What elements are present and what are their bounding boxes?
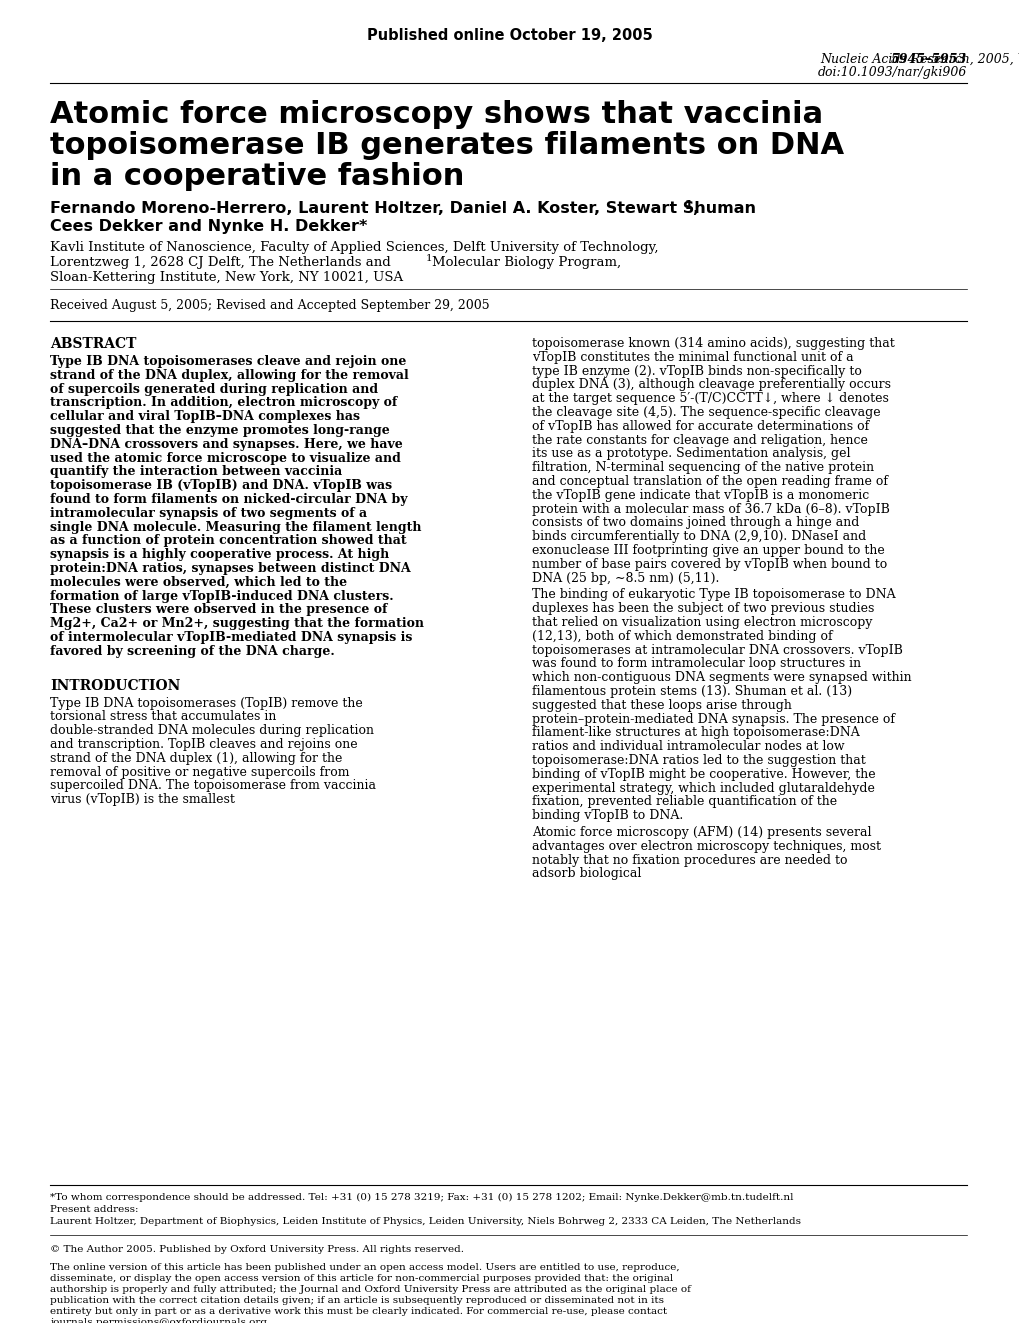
Text: Present address:: Present address:: [50, 1205, 139, 1215]
Text: synapsis is a highly cooperative process. At high: synapsis is a highly cooperative process…: [50, 548, 389, 561]
Text: in a cooperative fashion: in a cooperative fashion: [50, 161, 464, 191]
Text: torsional stress that accumulates in: torsional stress that accumulates in: [50, 710, 276, 724]
Text: authorship is properly and fully attributed; the Journal and Oxford University P: authorship is properly and fully attribu…: [50, 1285, 690, 1294]
Text: of supercoils generated during replication and: of supercoils generated during replicati…: [50, 382, 378, 396]
Text: formation of large vTopIB-induced DNA clusters.: formation of large vTopIB-induced DNA cl…: [50, 590, 393, 602]
Text: which non-contiguous DNA segments were synapsed within: which non-contiguous DNA segments were s…: [532, 671, 911, 684]
Text: virus (vTopIB) is the smallest: virus (vTopIB) is the smallest: [50, 794, 234, 806]
Text: Laurent Holtzer, Department of Biophysics, Leiden Institute of Physics, Leiden U: Laurent Holtzer, Department of Biophysic…: [50, 1217, 800, 1226]
Text: molecules were observed, which led to the: molecules were observed, which led to th…: [50, 576, 346, 589]
Text: duplexes has been the subject of two previous studies: duplexes has been the subject of two pre…: [532, 602, 873, 615]
Text: removal of positive or negative supercoils from: removal of positive or negative supercoi…: [50, 766, 350, 779]
Text: Mg2+, Ca2+ or Mn2+, suggesting that the formation: Mg2+, Ca2+ or Mn2+, suggesting that the …: [50, 618, 424, 630]
Text: notably that no fixation procedures are needed to: notably that no fixation procedures are …: [532, 853, 847, 867]
Text: intramolecular synapsis of two segments of a: intramolecular synapsis of two segments …: [50, 507, 367, 520]
Text: the vTopIB gene indicate that vTopIB is a monomeric: the vTopIB gene indicate that vTopIB is …: [532, 488, 868, 501]
Text: *To whom correspondence should be addressed. Tel: +31 (0) 15 278 3219; Fax: +31 : *To whom correspondence should be addres…: [50, 1193, 793, 1203]
Text: adsorb biological: adsorb biological: [532, 868, 641, 880]
Text: Cees Dekker and Nynke H. Dekker*: Cees Dekker and Nynke H. Dekker*: [50, 220, 367, 234]
Text: exonuclease III footprinting give an upper bound to the: exonuclease III footprinting give an upp…: [532, 544, 883, 557]
Text: single DNA molecule. Measuring the filament length: single DNA molecule. Measuring the filam…: [50, 520, 421, 533]
Text: Sloan-Kettering Institute, New York, NY 10021, USA: Sloan-Kettering Institute, New York, NY …: [50, 271, 403, 284]
Text: Atomic force microscopy (AFM) (14) presents several: Atomic force microscopy (AFM) (14) prese…: [532, 826, 870, 839]
Text: doi:10.1093/nar/gki906: doi:10.1093/nar/gki906: [817, 66, 966, 79]
Text: filament-like structures at high topoisomerase:DNA: filament-like structures at high topoiso…: [532, 726, 859, 740]
Text: experimental strategy, which included glutaraldehyde: experimental strategy, which included gl…: [532, 782, 874, 795]
Text: Published online October 19, 2005: Published online October 19, 2005: [367, 28, 652, 44]
Text: Atomic force microscopy shows that vaccinia: Atomic force microscopy shows that vacci…: [50, 101, 822, 130]
Text: the cleavage site (4,5). The sequence-specific cleavage: the cleavage site (4,5). The sequence-sp…: [532, 406, 879, 419]
Text: and transcription. TopIB cleaves and rejoins one: and transcription. TopIB cleaves and rej…: [50, 738, 358, 751]
Text: Fernando Moreno-Herrero, Laurent Holtzer, Daniel A. Koster, Stewart Shuman: Fernando Moreno-Herrero, Laurent Holtzer…: [50, 201, 755, 216]
Text: entirety but only in part or as a derivative work this must be clearly indicated: entirety but only in part or as a deriva…: [50, 1307, 666, 1316]
Text: suggested that these loops arise through: suggested that these loops arise through: [532, 699, 791, 712]
Text: number of base pairs covered by vTopIB when bound to: number of base pairs covered by vTopIB w…: [532, 558, 887, 570]
Text: of intermolecular vTopIB-mediated DNA synapsis is: of intermolecular vTopIB-mediated DNA sy…: [50, 631, 412, 644]
Text: filtration, N-terminal sequencing of the native protein: filtration, N-terminal sequencing of the…: [532, 462, 873, 474]
Text: transcription. In addition, electron microscopy of: transcription. In addition, electron mic…: [50, 397, 396, 409]
Text: Lorentzweg 1, 2628 CJ Delft, The Netherlands and: Lorentzweg 1, 2628 CJ Delft, The Netherl…: [50, 255, 394, 269]
Text: (12,13), both of which demonstrated binding of: (12,13), both of which demonstrated bind…: [532, 630, 832, 643]
Text: 1: 1: [426, 254, 432, 263]
Text: The online version of this article has been published under an open access model: The online version of this article has b…: [50, 1263, 679, 1271]
Text: supercoiled DNA. The topoisomerase from vaccinia: supercoiled DNA. The topoisomerase from …: [50, 779, 376, 792]
Text: as a function of protein concentration showed that: as a function of protein concentration s…: [50, 534, 407, 548]
Text: Nucleic Acids Research, 2005, Vol. 33, No. 18: Nucleic Acids Research, 2005, Vol. 33, N…: [819, 53, 1019, 66]
Text: topoisomerase:DNA ratios led to the suggestion that: topoisomerase:DNA ratios led to the sugg…: [532, 754, 865, 767]
Text: at the target sequence 5′-(T/C)CCTT↓, where ↓ denotes: at the target sequence 5′-(T/C)CCTT↓, wh…: [532, 392, 888, 405]
Text: duplex DNA (3), although cleavage preferentially occurs: duplex DNA (3), although cleavage prefer…: [532, 378, 891, 392]
Text: Molecular Biology Program,: Molecular Biology Program,: [432, 255, 621, 269]
Text: topoisomerase IB (vTopIB) and DNA. vTopIB was: topoisomerase IB (vTopIB) and DNA. vTopI…: [50, 479, 391, 492]
Text: type IB enzyme (2). vTopIB binds non-specifically to: type IB enzyme (2). vTopIB binds non-spe…: [532, 365, 861, 377]
Text: used the atomic force microscope to visualize and: used the atomic force microscope to visu…: [50, 451, 400, 464]
Text: Type IB DNA topoisomerases (TopIB) remove the: Type IB DNA topoisomerases (TopIB) remov…: [50, 697, 363, 709]
Text: disseminate, or display the open access version of this article for non-commerci: disseminate, or display the open access …: [50, 1274, 673, 1283]
Text: topoisomerase known (314 amino acids), suggesting that: topoisomerase known (314 amino acids), s…: [532, 337, 894, 351]
Text: These clusters were observed in the presence of: These clusters were observed in the pres…: [50, 603, 387, 617]
Text: the rate constants for cleavage and religation, hence: the rate constants for cleavage and reli…: [532, 434, 867, 447]
Text: was found to form intramolecular loop structures in: was found to form intramolecular loop st…: [532, 658, 860, 671]
Text: its use as a prototype. Sedimentation analysis, gel: its use as a prototype. Sedimentation an…: [532, 447, 850, 460]
Text: protein:DNA ratios, synapses between distinct DNA: protein:DNA ratios, synapses between dis…: [50, 562, 411, 576]
Text: binding vTopIB to DNA.: binding vTopIB to DNA.: [532, 810, 683, 822]
Text: filamentous protein stems (13). Shuman et al. (13): filamentous protein stems (13). Shuman e…: [532, 685, 851, 699]
Text: Kavli Institute of Nanoscience, Faculty of Applied Sciences, Delft University of: Kavli Institute of Nanoscience, Faculty …: [50, 241, 658, 254]
Text: cellular and viral TopIB–DNA complexes has: cellular and viral TopIB–DNA complexes h…: [50, 410, 360, 423]
Text: protein with a molecular mass of 36.7 kDa (6–8). vTopIB: protein with a molecular mass of 36.7 kD…: [532, 503, 889, 516]
Text: journals.permissions@oxfordjournals.org: journals.permissions@oxfordjournals.org: [50, 1318, 267, 1323]
Text: topoisomerases at intramolecular DNA crossovers. vTopIB: topoisomerases at intramolecular DNA cro…: [532, 643, 902, 656]
Text: protein–protein-mediated DNA synapsis. The presence of: protein–protein-mediated DNA synapsis. T…: [532, 713, 894, 725]
Text: that relied on visualization using electron microscopy: that relied on visualization using elect…: [532, 617, 871, 628]
Text: of vTopIB has allowed for accurate determinations of: of vTopIB has allowed for accurate deter…: [532, 419, 868, 433]
Text: quantify the interaction between vaccinia: quantify the interaction between vaccini…: [50, 466, 342, 479]
Text: vTopIB constitutes the minimal functional unit of a: vTopIB constitutes the minimal functiona…: [532, 351, 853, 364]
Text: binding of vTopIB might be cooperative. However, the: binding of vTopIB might be cooperative. …: [532, 767, 874, 781]
Text: 5945–5953: 5945–5953: [890, 53, 966, 66]
Text: binds circumferentially to DNA (2,9,10). DNaseI and: binds circumferentially to DNA (2,9,10).…: [532, 531, 865, 544]
Text: DNA–DNA crossovers and synapses. Here, we have: DNA–DNA crossovers and synapses. Here, w…: [50, 438, 403, 451]
Text: double-stranded DNA molecules during replication: double-stranded DNA molecules during rep…: [50, 724, 374, 737]
Text: ,: ,: [691, 201, 697, 216]
Text: publication with the correct citation details given; if an article is subsequent: publication with the correct citation de…: [50, 1297, 663, 1304]
Text: topoisomerase IB generates filaments on DNA: topoisomerase IB generates filaments on …: [50, 131, 844, 160]
Text: strand of the DNA duplex (1), allowing for the: strand of the DNA duplex (1), allowing f…: [50, 751, 342, 765]
Text: Type IB DNA topoisomerases cleave and rejoin one: Type IB DNA topoisomerases cleave and re…: [50, 355, 406, 368]
Text: fixation, prevented reliable quantification of the: fixation, prevented reliable quantificat…: [532, 795, 837, 808]
Text: The binding of eukaryotic Type IB topoisomerase to DNA: The binding of eukaryotic Type IB topois…: [532, 589, 895, 602]
Text: DNA (25 bp, ∼8.5 nm) (5,11).: DNA (25 bp, ∼8.5 nm) (5,11).: [532, 572, 718, 585]
Text: and conceptual translation of the open reading frame of: and conceptual translation of the open r…: [532, 475, 888, 488]
Text: strand of the DNA duplex, allowing for the removal: strand of the DNA duplex, allowing for t…: [50, 369, 409, 382]
Text: INTRODUCTION: INTRODUCTION: [50, 679, 180, 693]
Text: ratios and individual intramolecular nodes at low: ratios and individual intramolecular nod…: [532, 740, 844, 753]
Text: © The Author 2005. Published by Oxford University Press. All rights reserved.: © The Author 2005. Published by Oxford U…: [50, 1245, 464, 1254]
Text: 1: 1: [685, 198, 693, 212]
Text: consists of two domains joined through a hinge and: consists of two domains joined through a…: [532, 516, 859, 529]
Text: favored by screening of the DNA charge.: favored by screening of the DNA charge.: [50, 644, 334, 658]
Text: Received August 5, 2005; Revised and Accepted September 29, 2005: Received August 5, 2005; Revised and Acc…: [50, 299, 489, 312]
Text: suggested that the enzyme promotes long-range: suggested that the enzyme promotes long-…: [50, 423, 389, 437]
Text: ABSTRACT: ABSTRACT: [50, 337, 137, 351]
Text: advantages over electron microscopy techniques, most: advantages over electron microscopy tech…: [532, 840, 880, 853]
Text: found to form filaments on nicked-circular DNA by: found to form filaments on nicked-circul…: [50, 493, 408, 505]
